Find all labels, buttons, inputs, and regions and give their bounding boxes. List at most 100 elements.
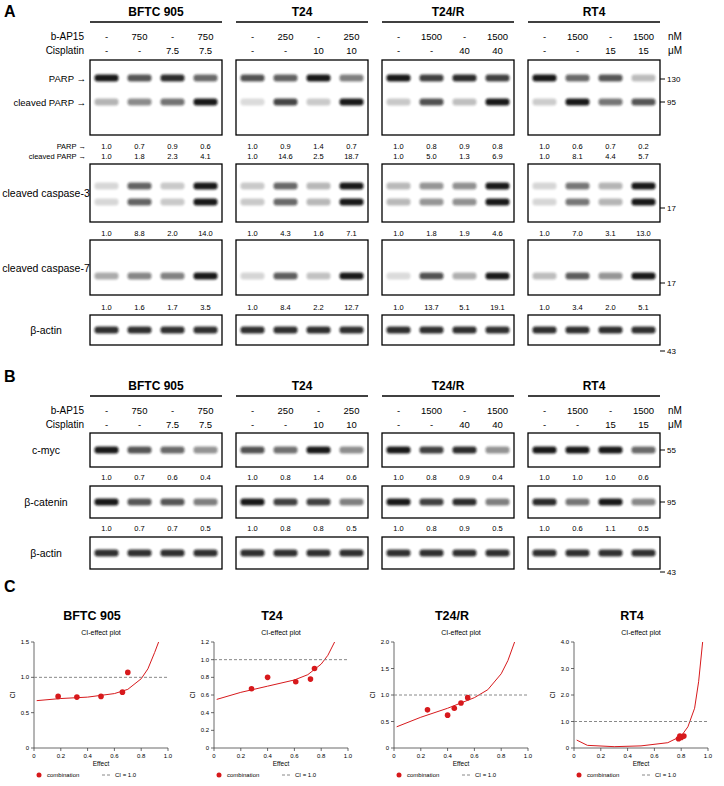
y-tick-label: 0 <box>206 745 210 751</box>
legend-swatch <box>37 773 42 778</box>
marker-weight: 17 <box>667 279 676 288</box>
x-axis-label: Effect <box>633 760 650 767</box>
quant-value: 1.0 <box>393 229 403 238</box>
treatment-unit: μM <box>668 45 682 56</box>
band <box>453 499 477 506</box>
band <box>274 99 298 106</box>
band-label: c-myc <box>32 444 60 456</box>
dose: 1500 <box>633 405 654 416</box>
x-tick-label: 0.6 <box>110 753 119 759</box>
quant-value: 0.5 <box>200 524 210 533</box>
band-label: cleaved caspase-7 <box>2 262 90 274</box>
dose: 250 <box>344 31 360 42</box>
y-tick <box>391 668 394 669</box>
y-tick-label: 1.2 <box>201 639 210 645</box>
x-tick <box>681 748 682 751</box>
dose: 750 <box>198 31 214 42</box>
ci-plot: RT4CI-effect plot01.02.03.04.000.20.40.6… <box>549 609 713 778</box>
x-tick-label: 0 <box>572 753 576 759</box>
band <box>194 499 218 506</box>
quant-value: 1.0 <box>247 473 257 482</box>
data-point <box>55 694 61 700</box>
plot-data <box>34 642 168 701</box>
legend-swatch <box>642 775 652 776</box>
x-tick-label: 0.8 <box>497 753 506 759</box>
blot-box <box>528 60 660 135</box>
quant-value: 1.0 <box>572 473 582 482</box>
blot-box <box>382 60 514 135</box>
quant-value: 1.0 <box>247 142 257 151</box>
band <box>533 273 557 280</box>
quant-value: 0.7 <box>346 142 356 151</box>
band <box>566 327 590 334</box>
plot-data <box>394 642 528 727</box>
blot-box <box>382 240 514 295</box>
band <box>453 550 477 557</box>
plot-title: RT4 <box>620 609 644 623</box>
band <box>486 99 510 106</box>
band <box>533 447 557 454</box>
dose: 7.5 <box>166 419 179 430</box>
x-axis <box>34 748 168 749</box>
quant-value: 13.0 <box>636 229 651 238</box>
legend-label: CI = 1.0 <box>655 772 677 778</box>
quant-value: 0.8 <box>280 524 290 533</box>
band <box>340 199 364 206</box>
x-tick <box>87 748 88 751</box>
x-tick <box>474 748 475 751</box>
band <box>194 447 218 454</box>
dose: - <box>543 419 546 430</box>
dose: 15 <box>638 419 649 430</box>
quant-value: 1.0 <box>393 152 403 161</box>
blot-box <box>236 164 368 222</box>
dose: 10 <box>313 419 324 430</box>
cell-line-header: RT4 <box>583 5 606 19</box>
x-tick <box>321 748 322 751</box>
band <box>533 99 557 106</box>
band <box>453 447 477 454</box>
quant-value: 2.0 <box>605 303 615 312</box>
quant-value: 2.0 <box>167 229 177 238</box>
panel-letter: A <box>4 3 16 20</box>
header-rule <box>236 395 368 396</box>
dose: 1500 <box>567 31 588 42</box>
band <box>387 499 411 506</box>
fit-curve <box>397 642 515 727</box>
marker-tick <box>660 572 665 573</box>
legend-swatch <box>397 773 402 778</box>
y-tick-label: 0 <box>386 745 390 751</box>
band <box>128 183 152 190</box>
y-tick <box>211 748 214 749</box>
data-point <box>465 695 471 701</box>
legend-label: combination <box>587 772 619 778</box>
band <box>453 99 477 106</box>
data-point <box>74 694 80 700</box>
blot-box <box>236 240 368 295</box>
band <box>161 327 185 334</box>
quant-value: 5.1 <box>638 303 648 312</box>
blot-box <box>382 486 514 518</box>
band <box>241 327 265 334</box>
quant-value: 1.3 <box>459 152 469 161</box>
band <box>274 75 298 82</box>
quant-value: 5.1 <box>459 303 469 312</box>
cell-line-header: BFTC 905 <box>128 5 184 19</box>
band <box>194 75 218 82</box>
quant-value: 1.0 <box>247 524 257 533</box>
marker-weight: 17 <box>667 204 676 213</box>
y-tick <box>31 712 34 713</box>
dose: - <box>576 419 579 430</box>
dose: - <box>317 31 320 42</box>
band <box>599 99 623 106</box>
quant-value: 0.7 <box>167 524 177 533</box>
y-tick <box>571 695 574 696</box>
dose: 750 <box>132 31 148 42</box>
band <box>387 75 411 82</box>
band <box>632 99 656 106</box>
treatment-unit: μM <box>668 419 682 430</box>
y-tick-label: 0 <box>566 745 570 751</box>
quant-value: 0.9 <box>459 142 469 151</box>
quant-value: 4.3 <box>280 229 290 238</box>
x-tick-label: 0.2 <box>417 753 426 759</box>
data-point <box>681 733 687 739</box>
